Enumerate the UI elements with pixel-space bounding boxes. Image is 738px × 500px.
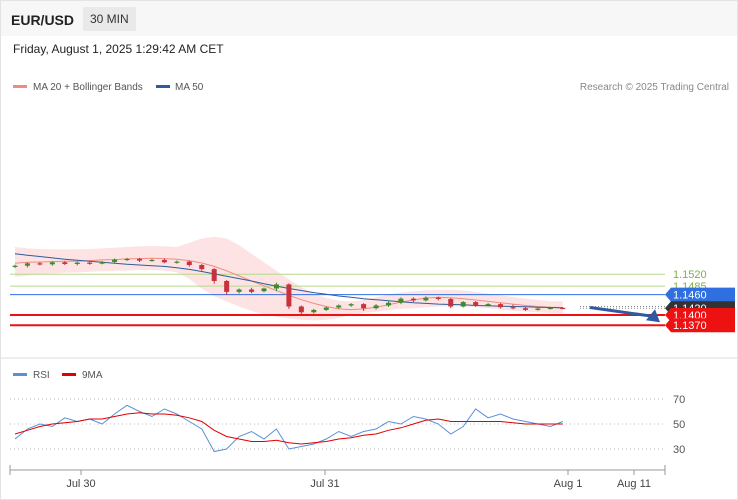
candle-body: [485, 304, 491, 306]
ma50-legend-swatch: [156, 85, 170, 88]
candle-body: [522, 308, 528, 310]
datetime-label: Friday, August 1, 2025 1:29:42 AM CET: [13, 42, 224, 56]
candle-body: [298, 306, 304, 313]
timeframe-badge[interactable]: 30 MIN: [83, 7, 136, 31]
candle-body: [174, 261, 180, 263]
rsi-pane: 70 50 30: [10, 394, 685, 456]
candle-body: [348, 304, 354, 306]
candle-body: [186, 261, 192, 266]
rsi-tick-label-50: 50: [673, 419, 685, 431]
9ma-legend-swatch: [62, 373, 76, 376]
candle-body: [261, 288, 267, 292]
candle-body: [161, 259, 167, 263]
candle-body: [423, 297, 429, 301]
rsi-legend: RSI 9MA: [13, 370, 103, 381]
candle-body: [547, 307, 553, 310]
candle-body: [448, 299, 454, 307]
candle-body: [311, 309, 317, 313]
candle-body: [224, 281, 230, 292]
rsi-9ma-line: [14, 412, 563, 445]
time-tick-label: Aug 11: [617, 478, 651, 490]
price-legend: MA 20 + Bollinger Bands MA 50 Research ©…: [13, 82, 729, 93]
candle-body: [510, 307, 516, 309]
candle-body: [273, 284, 279, 289]
level-label-1.1460: 1.1460: [673, 290, 707, 302]
rsi-legend-label: RSI: [33, 370, 50, 381]
candle-body: [24, 263, 30, 266]
candle-body: [386, 302, 391, 306]
time-tick-label: Aug 1: [554, 478, 583, 490]
time-axis: Jul 30 Jul 31 Aug 1 Aug 11: [9, 465, 666, 490]
rsi-tick-label-70: 70: [673, 394, 685, 406]
candle-body: [149, 259, 155, 262]
symbol-title: EUR/USD: [11, 12, 75, 28]
ma20-legend-swatch: [13, 85, 27, 88]
candle-body: [137, 258, 142, 261]
ma50-legend-label: MA 50: [175, 82, 204, 93]
candle-body: [473, 302, 479, 306]
candle-body: [199, 265, 205, 270]
rsi-legend-swatch: [13, 373, 27, 376]
candle-body: [211, 269, 217, 281]
candle-body: [124, 258, 130, 261]
candle-body: [99, 261, 105, 264]
level-label-1.1520: 1.1520: [673, 269, 707, 281]
ma20-legend-label: MA 20 + Bollinger Bands: [33, 82, 143, 93]
candle-body: [361, 304, 367, 309]
time-tick-label: Jul 31: [310, 478, 339, 490]
level-label-1.1370: 1.1370: [673, 320, 707, 332]
candle-body: [435, 297, 441, 300]
candle-body: [398, 298, 404, 303]
candle-body: [62, 262, 68, 264]
candle-body: [49, 262, 55, 265]
time-tick-label: Jul 30: [66, 478, 95, 490]
forecast-arrow-head: [646, 309, 660, 323]
forecast-arrow-shaft: [589, 306, 653, 318]
candle-body: [373, 305, 379, 309]
candle-body: [535, 308, 541, 310]
candle-body: [286, 284, 292, 307]
candle-body: [37, 263, 43, 265]
candle-body: [87, 262, 93, 264]
candle-body: [460, 302, 466, 307]
candle-body: [323, 307, 329, 310]
candle-body: [336, 305, 342, 308]
candle-body: [498, 304, 504, 308]
level-label-bg-1.1460: [665, 287, 735, 302]
9ma-legend-label: 9MA: [82, 370, 103, 381]
candle-body: [249, 289, 255, 292]
level-label-bg-1.1370: [665, 318, 735, 333]
candle-body: [560, 307, 566, 310]
rsi-tick-label-30: 30: [673, 444, 685, 456]
candle-body: [74, 262, 80, 264]
header-bar: EUR/USD 30 MIN: [1, 1, 737, 36]
candle-body: [236, 289, 242, 292]
candle-body: [410, 298, 416, 301]
credit-label: Research © 2025 Trading Central: [580, 82, 729, 93]
candle-body: [112, 259, 118, 262]
rsi-line: [14, 404, 563, 453]
candle-body: [12, 265, 18, 267]
